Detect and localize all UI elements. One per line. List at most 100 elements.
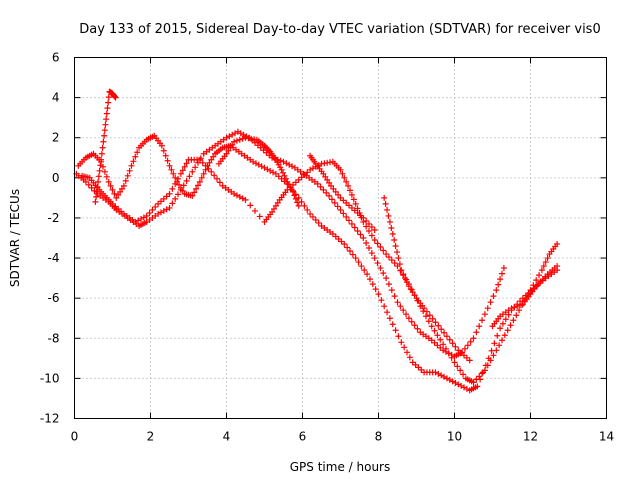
- data-point: [380, 247, 387, 254]
- data-point: [389, 230, 396, 237]
- data-point: [352, 200, 359, 207]
- data-point: [337, 206, 344, 213]
- data-point: [111, 190, 118, 197]
- data-point: [183, 160, 190, 167]
- data-point: [225, 147, 232, 154]
- data-point: [104, 105, 111, 112]
- x-axis-label: GPS time / hours: [290, 460, 391, 474]
- data-point: [493, 347, 500, 354]
- data-point: [166, 162, 173, 169]
- data-point: [344, 244, 351, 251]
- data-point: [196, 178, 203, 185]
- data-point: [351, 224, 358, 231]
- y-tick-label: 2: [52, 131, 60, 145]
- data-point: [103, 110, 110, 117]
- data-point: [177, 184, 184, 191]
- data-point: [470, 379, 477, 386]
- data-point: [394, 249, 401, 256]
- data-point: [451, 359, 458, 366]
- data-point: [484, 362, 491, 369]
- data-point: [401, 344, 408, 351]
- data-point: [97, 162, 104, 169]
- data-point: [117, 188, 124, 195]
- data-point: [405, 315, 412, 322]
- data-point: [295, 202, 302, 209]
- data-point: [186, 173, 193, 180]
- x-tick-label: 12: [523, 430, 538, 444]
- data-point: [385, 212, 392, 219]
- data-point: [464, 342, 471, 349]
- data-point: [166, 204, 173, 211]
- data-point: [93, 193, 100, 200]
- y-tick-label: 0: [52, 171, 60, 185]
- data-point: [309, 213, 316, 220]
- data-point: [124, 172, 131, 179]
- data-point: [239, 135, 246, 142]
- data-point: [432, 319, 439, 326]
- data-point: [162, 152, 169, 159]
- data-point: [406, 354, 413, 361]
- data-point: [502, 316, 509, 323]
- data-point: [481, 311, 488, 318]
- data-point: [274, 199, 281, 206]
- data-point: [421, 305, 428, 312]
- grid: [74, 57, 607, 419]
- data-point: [164, 157, 171, 164]
- data-point: [343, 178, 350, 185]
- data-point: [536, 272, 543, 279]
- data-point: [192, 164, 199, 171]
- data-point: [82, 178, 89, 185]
- data-point: [363, 240, 370, 247]
- data-point: [88, 184, 95, 191]
- data-point: [400, 307, 407, 314]
- data-point: [149, 206, 156, 213]
- data-point: [134, 149, 141, 156]
- data-point: [366, 245, 372, 252]
- data-point: [295, 194, 302, 201]
- data-point: [449, 340, 456, 347]
- data-point: [208, 168, 215, 175]
- data-point: [332, 188, 339, 195]
- data-point: [499, 337, 505, 344]
- data-point: [179, 187, 186, 194]
- data-point: [428, 323, 435, 330]
- data-point: [479, 317, 486, 324]
- data-point: [400, 271, 407, 278]
- data-point: [544, 255, 551, 262]
- data-point: [183, 177, 190, 184]
- data-point: [440, 341, 447, 348]
- data-point: [368, 223, 375, 230]
- data-point: [366, 227, 372, 234]
- data-point: [172, 195, 179, 202]
- data-point: [348, 191, 355, 198]
- data-point: [205, 165, 212, 172]
- data-point: [320, 186, 327, 193]
- data-point: [441, 329, 448, 336]
- data-point: [382, 200, 389, 207]
- data-point: [101, 168, 108, 175]
- data-point: [473, 376, 480, 383]
- data-point: [496, 342, 503, 349]
- data-point: [499, 270, 505, 277]
- data-point: [206, 159, 213, 166]
- data-point: [334, 203, 341, 210]
- data-point: [448, 354, 455, 361]
- data-point: [508, 305, 515, 312]
- data-point: [381, 194, 388, 201]
- data-point: [247, 202, 254, 209]
- data-point: [487, 357, 494, 364]
- data-point: [179, 167, 186, 174]
- data-point: [328, 196, 335, 203]
- data-point: [411, 292, 418, 299]
- data-point: [345, 182, 352, 189]
- data-point: [236, 136, 243, 143]
- data-point: [491, 340, 498, 347]
- data-point: [176, 181, 182, 188]
- data-point: [98, 156, 105, 163]
- data-point: [307, 210, 314, 217]
- x-tick-label: 4: [223, 430, 231, 444]
- data-point: [304, 206, 311, 213]
- data-point: [493, 287, 500, 294]
- data-point: [443, 333, 450, 340]
- data-point: [272, 202, 279, 209]
